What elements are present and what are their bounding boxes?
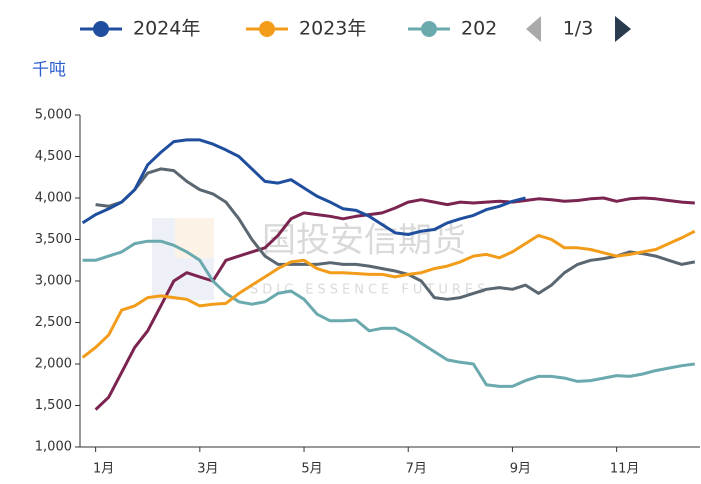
series-line <box>81 138 526 236</box>
y-tick-label: 1,000 <box>35 440 72 455</box>
series-line <box>81 229 696 359</box>
x-tick-label: 1月 <box>93 462 114 477</box>
legend-marker <box>421 21 437 37</box>
y-tick-label: 1,500 <box>35 398 72 413</box>
legend-label: 2024年 <box>133 18 200 40</box>
y-tick-label: 3,000 <box>35 274 72 289</box>
legend-prev[interactable] <box>526 16 541 42</box>
y-tick-label: 4,000 <box>35 191 72 206</box>
legend-marker <box>93 21 109 37</box>
legend-label: 202 <box>461 18 497 40</box>
legend-marker <box>259 21 275 37</box>
legend-next[interactable] <box>615 16 631 42</box>
watermark-logo <box>175 218 214 258</box>
y-unit: 千吨 <box>32 60 66 80</box>
watermark-subtext: SDIC ESSENCE FUTURES <box>250 283 489 298</box>
watermark-logo <box>152 218 214 300</box>
x-tick-label: 5月 <box>301 462 322 477</box>
watermark: 国投安信期货 SDIC ESSENCE FUTURES <box>152 218 489 300</box>
y-tick-label: 5,000 <box>35 108 72 123</box>
series-line <box>94 196 695 411</box>
x-tick-label: 7月 <box>406 462 427 477</box>
y-tick-label: 4,500 <box>35 149 72 164</box>
series-line <box>82 239 695 388</box>
legend-page: 1/3 <box>563 18 594 40</box>
legend-label: 2023年 <box>299 18 366 40</box>
x-tick-label: 11月 <box>610 462 640 477</box>
y-tick-label: 2,000 <box>35 357 72 372</box>
y-tick-label: 3,500 <box>35 232 72 247</box>
series-line <box>95 167 696 301</box>
x-tick-label: 3月 <box>197 462 218 477</box>
x-tick-label: 9月 <box>510 462 531 477</box>
watermark-text: 国投安信期货 <box>262 221 466 261</box>
y-tick-label: 2,500 <box>35 315 72 330</box>
